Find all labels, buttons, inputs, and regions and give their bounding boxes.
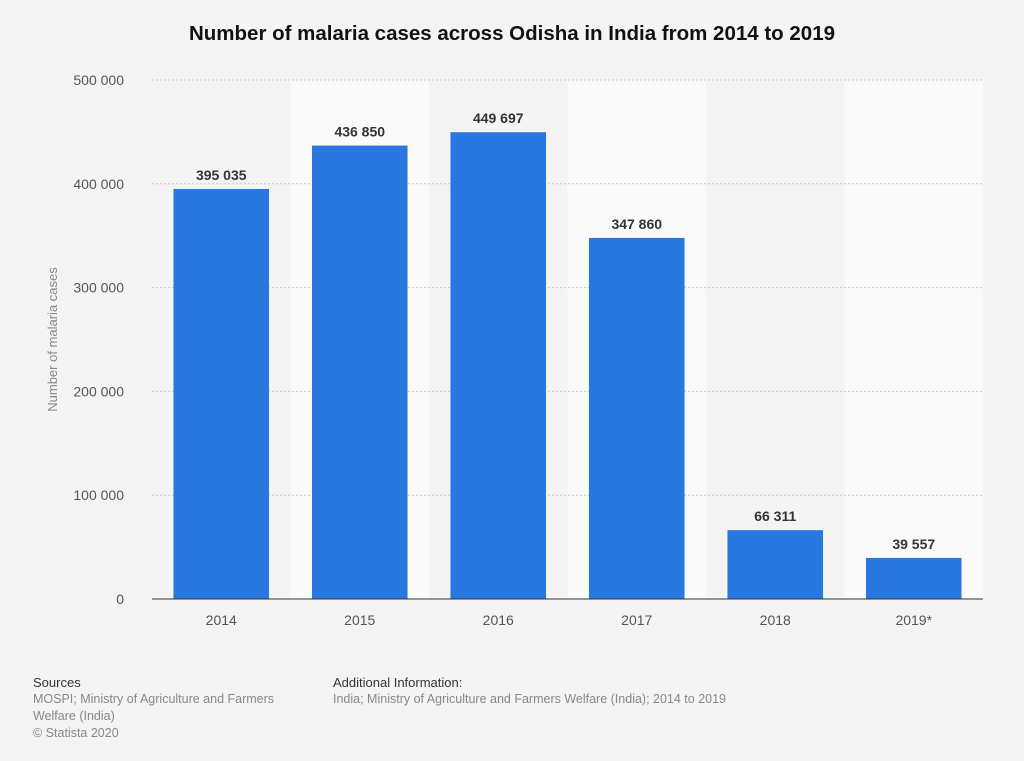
value-labels: 395 035 436 850 449 697 347 860 66 311 39 557 (196, 110, 935, 552)
bars (173, 132, 962, 600)
bar-2019 (865, 557, 962, 599)
additional-info-heading: Additional Information: (333, 675, 463, 690)
bar-2014 (173, 188, 270, 599)
x-tick-label: 2017 (621, 612, 652, 628)
value-label: 39 557 (892, 536, 935, 552)
x-tick-label: 2016 (483, 612, 514, 628)
y-tick-label: 200 000 (73, 383, 124, 399)
value-label: 395 035 (196, 167, 247, 183)
value-label: 436 850 (334, 124, 385, 140)
y-tick-label: 500 000 (73, 72, 124, 88)
y-tick-label: 300 000 (73, 280, 124, 296)
sources-heading: Sources (33, 675, 81, 690)
bar-2017 (588, 237, 685, 599)
value-label: 347 860 (611, 216, 662, 232)
value-label: 66 311 (754, 508, 796, 524)
y-axis-ticks: 0 100 000 200 000 300 000 400 000 500 000 (73, 72, 124, 607)
x-tick-label: 2019* (895, 612, 932, 628)
sources-block: Sources MOSPI; Ministry of Agriculture a… (33, 674, 293, 742)
x-tick-label: 2015 (344, 612, 375, 628)
value-label: 449 697 (473, 110, 524, 126)
chart-title: Number of malaria cases across Odisha in… (188, 22, 836, 45)
x-tick-label: 2014 (206, 612, 237, 628)
bar-2016 (450, 132, 547, 599)
sources-line-1: MOSPI; Ministry of Agriculture and Farme… (33, 692, 275, 706)
bar-2018 (727, 530, 824, 599)
sources-line-2: Welfare (India) (33, 709, 115, 723)
additional-info-block: Additional Information: India; Ministry … (333, 674, 833, 708)
y-tick-label: 0 (116, 591, 124, 607)
x-axis-ticks: 2014 2015 2016 2017 2018 2019* (206, 612, 933, 628)
y-axis-label: Number of malaria cases (45, 267, 60, 412)
bar-2015 (311, 145, 408, 600)
gridlines (152, 79, 983, 496)
copyright: © Statista 2020 (33, 726, 119, 740)
band-5 (844, 80, 983, 599)
bar-chart: 0 100 000 200 000 300 000 400 000 500 000 395… (45, 72, 983, 628)
x-tick-label: 2018 (760, 612, 791, 628)
additional-info-text: India; Ministry of Agriculture and Farme… (333, 692, 727, 706)
y-tick-label: 100 000 (73, 487, 124, 503)
y-tick-label: 400 000 (73, 176, 124, 192)
